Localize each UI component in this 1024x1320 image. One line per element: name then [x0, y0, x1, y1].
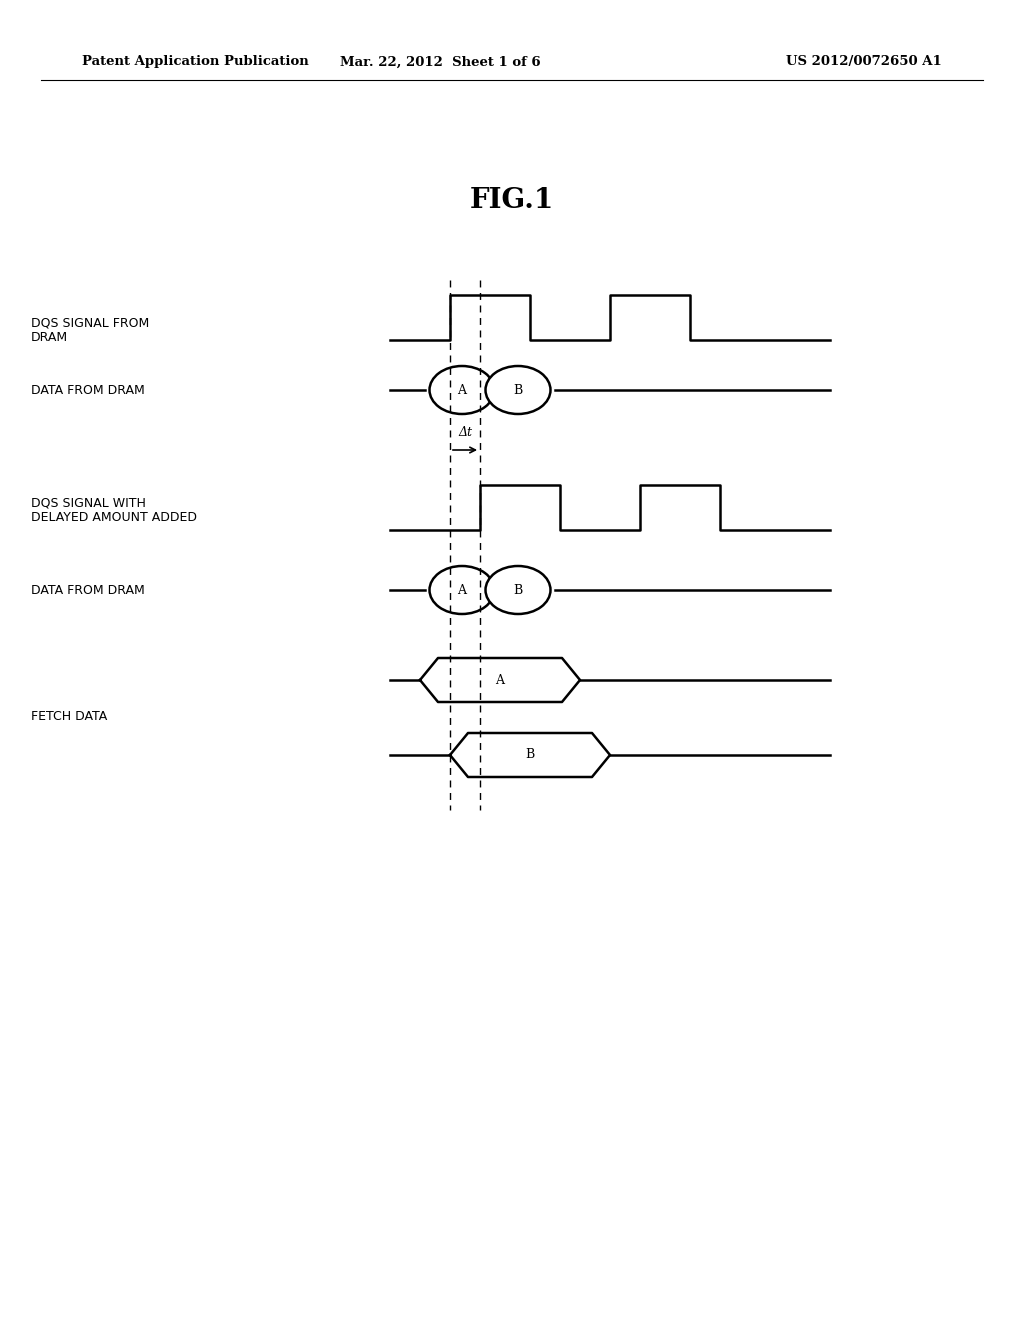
Text: DQS SIGNAL WITH
DELAYED AMOUNT ADDED: DQS SIGNAL WITH DELAYED AMOUNT ADDED [31, 496, 197, 524]
Text: Patent Application Publication: Patent Application Publication [82, 55, 308, 69]
Text: A: A [458, 583, 467, 597]
Text: DQS SIGNAL FROM
DRAM: DQS SIGNAL FROM DRAM [31, 315, 148, 345]
Text: A: A [458, 384, 467, 396]
Text: B: B [513, 384, 522, 396]
Text: DATA FROM DRAM: DATA FROM DRAM [31, 384, 144, 396]
Ellipse shape [485, 366, 551, 414]
Text: US 2012/0072650 A1: US 2012/0072650 A1 [786, 55, 942, 69]
Text: DATA FROM DRAM: DATA FROM DRAM [31, 583, 144, 597]
Text: FIG.1: FIG.1 [470, 186, 554, 214]
Ellipse shape [429, 566, 495, 614]
Text: B: B [525, 748, 535, 762]
Text: Δt: Δt [458, 425, 472, 438]
Ellipse shape [485, 566, 551, 614]
Text: Mar. 22, 2012  Sheet 1 of 6: Mar. 22, 2012 Sheet 1 of 6 [340, 55, 541, 69]
Text: A: A [496, 673, 505, 686]
Text: FETCH DATA: FETCH DATA [31, 710, 106, 723]
Text: B: B [513, 583, 522, 597]
Ellipse shape [429, 366, 495, 414]
